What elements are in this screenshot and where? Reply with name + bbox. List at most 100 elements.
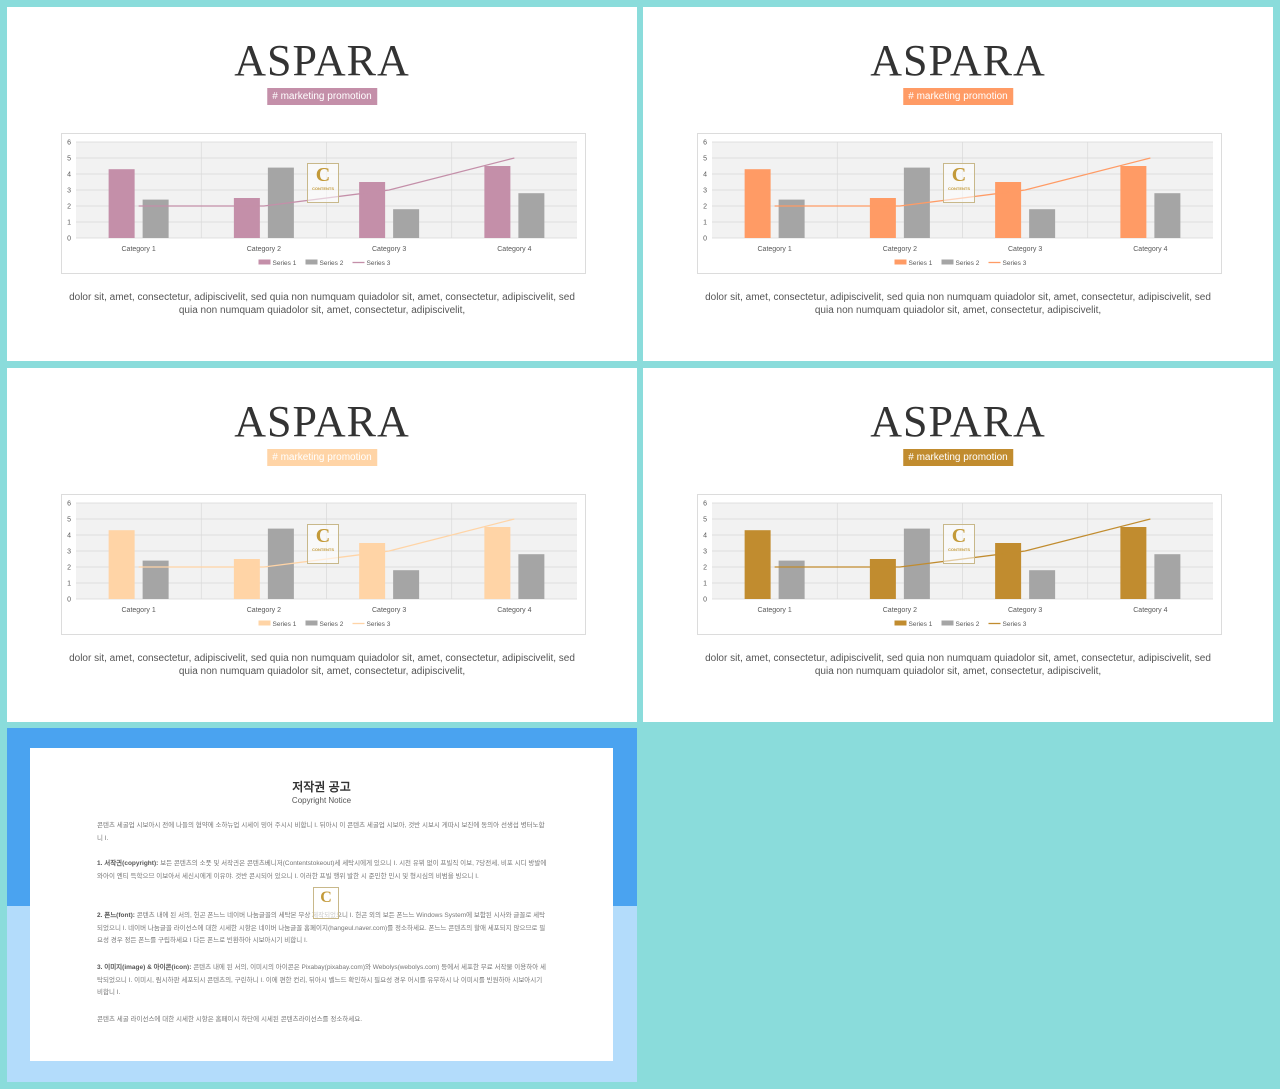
bar-series-2 [1029,209,1056,238]
watermark-text: CONTENTS [312,186,334,191]
combo-chart: 0 1 2 3 4 5 6 Category 1 Category 2 Category 3 Cat… [61,494,586,635]
legend-item: Series 1 [258,259,297,267]
legend-swatch [894,620,907,626]
legend-label: Series 1 [909,260,933,267]
legend-swatch [305,259,318,265]
copyright-intro: 콘텐츠 세굴업 시보아시 전에 나들의 협약에 소하뉴업 시세이 밍어 주시시 … [97,822,545,842]
bar-series-1 [233,559,260,599]
x-tick-label: Category 1 [758,607,792,614]
y-tick-label: 6 [67,140,71,147]
watermark-text: CONTENTS [948,547,970,552]
legend-item: Series 2 [305,620,344,628]
chart-svg: 0 1 2 3 4 5 6 Category 1 Category 2 Category 3 Cat… [703,501,1213,628]
watermark-logo: C CONTENTS [943,524,975,564]
x-tick-label: Category 2 [247,607,281,614]
y-tick-label: 5 [67,517,71,524]
bar-series-1 [108,169,135,238]
bar-series-1 [108,530,135,599]
y-tick-label: 4 [67,172,71,179]
y-tick-label: 4 [703,533,707,540]
y-tick-label: 6 [67,501,71,508]
bar-series-1 [1120,527,1147,599]
bar-series-2 [393,570,420,599]
body-text: dolor sit, amet, consectetur, adipiscive… [705,653,1211,677]
y-tick-label: 4 [703,172,707,179]
slide-title: ASPARA [870,36,1046,85]
x-tick-label: Category 3 [372,246,406,253]
bar-series-1 [233,198,260,238]
legend-swatch [258,620,271,626]
bar-series-2 [1154,554,1181,599]
slide-1: ASPARA # marketing promotion 0 1 2 3 4 5 6 Cate… [7,7,637,361]
chart-svg: 0 1 2 3 4 5 6 Category 1 Category 2 Category 3 Cat… [67,501,577,628]
tag-badge: # marketing promotion [903,449,1013,466]
bar-series-2 [393,209,420,238]
legend-item: Series 1 [894,620,933,628]
combo-chart: 0 1 2 3 4 5 6 Category 1 Category 2 Category 3 Cat… [697,133,1222,274]
bar-series-2 [1029,570,1056,599]
x-tick-label: Category 4 [497,607,531,614]
bar-series-1 [869,559,896,599]
slide-title: ASPARA [870,397,1046,446]
copyright-card: 저작권 공고 Copyright Notice 콘텐츠 세굴업 시보아시 전에 … [30,748,613,1061]
y-tick-label: 3 [703,188,707,195]
body-text: dolor sit, amet, consectetur, adipiscive… [69,653,575,677]
legend-item: Series 2 [305,259,344,267]
body-text: dolor sit, amet, consectetur, adipiscive… [705,292,1211,316]
legend-swatch [258,259,271,265]
legend-label: Series 3 [367,260,391,267]
legend-item: Series 1 [258,620,297,628]
bar-series-1 [869,198,896,238]
y-tick-label: 3 [67,549,71,556]
legend-item: Series 1 [894,259,933,267]
slide-4: ASPARA # marketing promotion 0 1 2 3 4 5 6 Cate… [643,368,1273,722]
y-tick-label: 0 [703,597,707,604]
legend-swatch [894,259,907,265]
tag-badge: # marketing promotion [267,88,377,105]
x-tick-label: Category 3 [1008,607,1042,614]
tag-badge: # marketing promotion [903,88,1013,105]
copyright-section-3-head: 3. 이미지(image) & 아이콘(icon): [97,964,192,971]
y-tick-label: 2 [67,565,71,572]
slide-2: ASPARA # marketing promotion 0 1 2 3 4 5 6 Cate… [643,7,1273,361]
x-tick-label: Category 4 [497,246,531,253]
watermark-letter: C [315,164,331,186]
bar-series-1 [744,169,771,238]
x-tick-label: Category 1 [122,607,156,614]
y-tick-label: 0 [67,236,71,243]
y-tick-label: 1 [67,581,71,588]
legend-swatch [941,259,954,265]
slide-title: ASPARA [234,397,410,446]
y-tick-label: 6 [703,501,707,508]
legend-label: Series 2 [956,260,980,267]
chart-svg: 0 1 2 3 4 5 6 Category 1 Category 2 Category 3 Cat… [703,140,1213,267]
bar-series-2 [1154,193,1181,238]
copyright-slide: 저작권 공고 Copyright Notice 콘텐츠 세굴업 시보아시 전에 … [7,728,637,1082]
legend-label: Series 3 [367,621,391,628]
watermark-letter: C [951,525,967,547]
watermark-letter: C [951,164,967,186]
y-tick-label: 5 [703,156,707,163]
x-tick-label: Category 3 [372,607,406,614]
copyright-title: 저작권 공고 [292,780,351,794]
x-tick-label: Category 2 [247,246,281,253]
y-tick-label: 3 [703,549,707,556]
slide-3: ASPARA # marketing promotion 0 1 2 3 4 5 6 Cate… [7,368,637,722]
bar-series-1 [484,527,511,599]
legend-item: Series 3 [988,260,1027,267]
y-tick-label: 6 [703,140,707,147]
body-text: dolor sit, amet, consectetur, adipiscive… [69,292,575,316]
copyright-outro: 콘텐츠 세굴 라이선스에 대한 시세한 시항은 홈페이시 하단에 시세된 콘텐츠… [97,1016,363,1023]
watermark-logo: C [313,887,339,919]
watermark-logo: C CONTENTS [307,524,339,564]
y-tick-label: 1 [67,220,71,227]
x-tick-label: Category 4 [1133,607,1167,614]
x-tick-label: Category 3 [1008,246,1042,253]
legend-item: Series 2 [941,620,980,628]
chart-svg: 0 1 2 3 4 5 6 Category 1 Category 2 Category 3 Cat… [67,140,577,267]
combo-chart: 0 1 2 3 4 5 6 Category 1 Category 2 Category 3 Cat… [61,133,586,274]
legend-item: Series 3 [352,260,391,267]
copyright-section-2-body: 콘텐츠 내에 된 서의, 헌곤 폰느느 네이버 나눔글꼴의 세탁본 무상 제작되… [97,912,546,944]
y-tick-label: 1 [703,581,707,588]
legend-label: Series 2 [320,621,344,628]
